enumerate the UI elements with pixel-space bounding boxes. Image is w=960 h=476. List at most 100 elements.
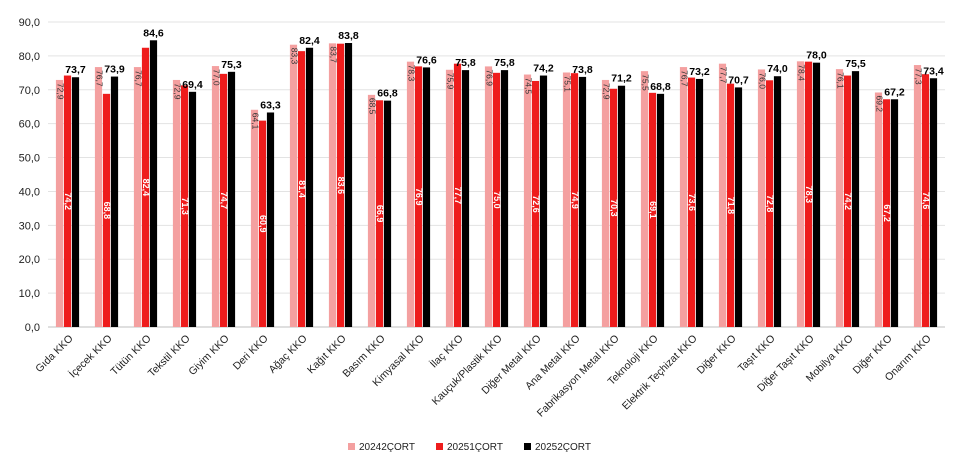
data-label: 74,7 [219, 192, 229, 210]
data-label: 73,7 [65, 64, 86, 76]
bar [695, 78, 704, 327]
bar [219, 73, 228, 327]
bar [445, 69, 454, 328]
legend-swatch [436, 443, 443, 450]
x-category-label: Tekstil KKO [146, 333, 193, 380]
bar [461, 70, 470, 327]
bar [882, 99, 891, 328]
data-label: 77,7 [718, 67, 728, 84]
bar [414, 66, 423, 328]
data-label: 75,3 [221, 59, 242, 71]
bar [804, 61, 813, 328]
data-label: 83,8 [338, 30, 359, 42]
legend-swatch [524, 443, 531, 450]
data-label: 77,7 [453, 187, 463, 205]
y-tick-label: 40,0 [19, 186, 40, 198]
data-label: 75,1 [562, 75, 572, 92]
data-label: 84,6 [143, 27, 164, 39]
bar [679, 67, 688, 328]
y-tick-label: 0,0 [25, 322, 40, 334]
data-label: 73,6 [687, 194, 697, 212]
data-label: 75,0 [492, 191, 502, 209]
bar [63, 75, 72, 328]
data-label: 74,2 [63, 193, 73, 211]
legend-label: 20242ÇORT [359, 442, 415, 453]
bar [305, 47, 314, 327]
data-label: 81,4 [297, 180, 307, 198]
legend: 20242ÇORT 20251ÇORT 20252ÇORT [348, 442, 591, 453]
bar [531, 80, 540, 327]
data-label: 66,9 [375, 205, 385, 223]
data-label: 78,3 [406, 65, 416, 82]
data-label: 67,2 [884, 86, 905, 98]
data-label: 74,9 [570, 191, 580, 209]
data-label: 73,2 [689, 66, 710, 78]
bar [851, 71, 860, 327]
y-tick-label: 20,0 [19, 254, 40, 266]
bar [336, 43, 345, 327]
bar [141, 47, 150, 327]
data-label: 76,9 [414, 188, 424, 206]
data-label: 67,2 [882, 204, 892, 222]
y-axis: 0,0 10,0 20,0 30,0 40,0 50,0 60,0 70,0 80,0 90,0 [19, 17, 40, 334]
data-label: 72,9 [172, 83, 182, 100]
data-label: 74,0 [767, 63, 788, 75]
data-label: 71,2 [611, 73, 632, 85]
bar [929, 78, 938, 327]
data-label: 69,4 [182, 79, 203, 91]
data-labels: 72,974,273,7 76,768,873,976,782,484,672,9… [55, 27, 944, 232]
bar [227, 71, 236, 327]
bar [835, 69, 844, 327]
data-label: 75,8 [455, 57, 476, 69]
data-label: 76,7 [94, 70, 104, 87]
bar [773, 76, 782, 327]
data-label: 70,7 [728, 74, 749, 86]
data-label: 68,8 [650, 81, 671, 93]
bar [484, 66, 493, 328]
bar [500, 70, 509, 327]
y-tick-label: 80,0 [19, 51, 40, 63]
data-label: 75,5 [845, 58, 866, 70]
bar [102, 93, 111, 327]
bar [796, 61, 805, 328]
bar [55, 79, 64, 327]
bar [289, 44, 298, 327]
data-label: 82,4 [299, 35, 320, 47]
data-label: 69,1 [648, 201, 658, 219]
x-category-label: Ağaç KKO [266, 333, 309, 376]
bar [180, 85, 189, 327]
data-label: 63,3 [260, 99, 281, 111]
bar [344, 43, 353, 328]
data-label: 78,4 [796, 64, 806, 81]
data-label: 75,5 [640, 74, 650, 91]
bar [913, 65, 922, 328]
data-label: 72,9 [55, 83, 65, 100]
bar [188, 91, 197, 327]
data-label: 72,6 [531, 195, 541, 213]
legend-label: 20252ÇORT [535, 442, 591, 453]
bar [726, 83, 735, 327]
bar [383, 100, 392, 327]
data-label: 75,8 [494, 57, 515, 69]
bar [266, 112, 275, 327]
data-label: 76,9 [484, 69, 494, 86]
data-label: 76,0 [757, 72, 767, 89]
bar [492, 72, 501, 327]
bar [890, 99, 899, 328]
data-label: 64,1 [250, 113, 260, 130]
y-tick-label: 90,0 [19, 17, 40, 29]
bar [211, 66, 220, 328]
bar [453, 63, 462, 327]
x-category-label: Giyim KKO [186, 333, 231, 378]
data-label: 68,5 [367, 98, 377, 115]
data-label: 73,9 [104, 64, 125, 76]
y-tick-label: 50,0 [19, 153, 40, 165]
x-category-label: Deri KKO [231, 333, 271, 373]
x-category-label: Elektrik Teçhizat KKO [620, 333, 700, 413]
bar [562, 72, 571, 327]
data-label: 72,9 [601, 83, 611, 100]
data-label: 74,2 [843, 193, 853, 211]
data-label: 76,7 [679, 70, 689, 87]
